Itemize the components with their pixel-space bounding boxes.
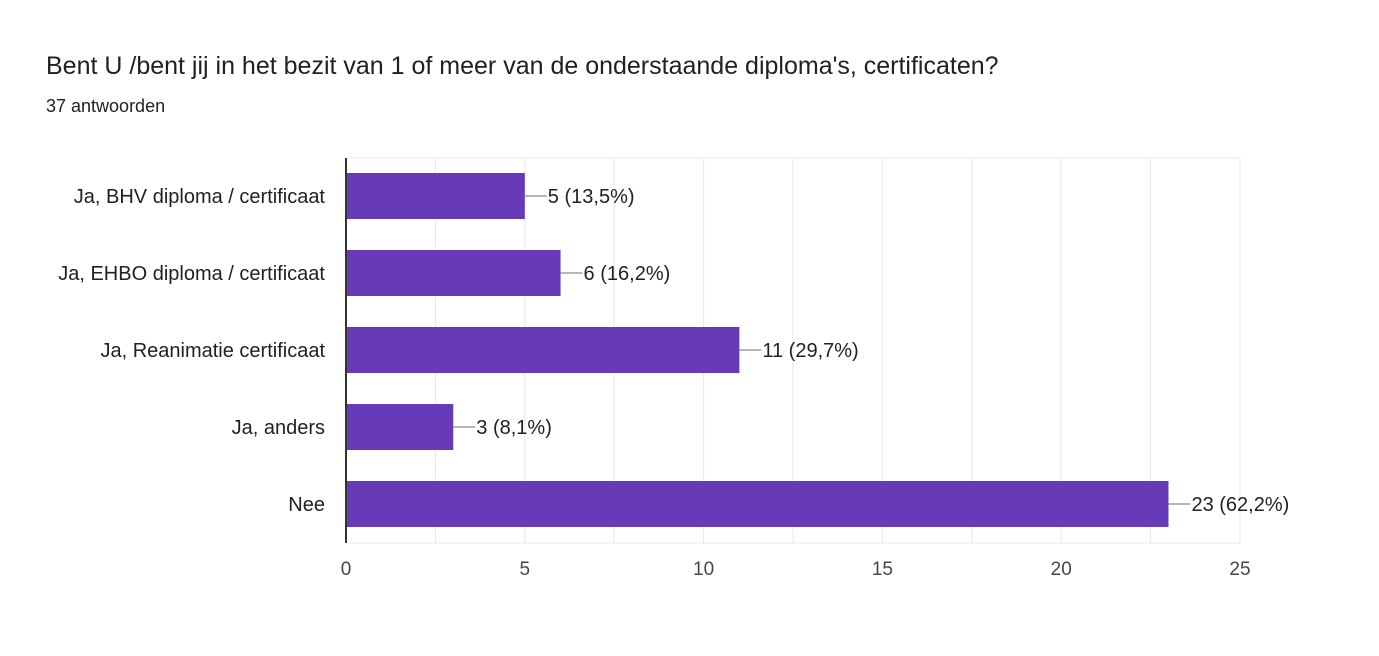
bars	[346, 173, 1169, 527]
category-label: Ja, Reanimatie certificaat	[100, 340, 325, 362]
x-tick-label: 15	[872, 559, 893, 580]
response-count: 37 antwoorden	[46, 96, 166, 116]
bar	[346, 481, 1169, 527]
data-label: 5 (13,5%)	[548, 186, 635, 208]
bar	[346, 173, 525, 219]
data-label: 3 (8,1%)	[476, 417, 552, 439]
x-tick-label: 0	[341, 559, 352, 580]
bar	[346, 404, 454, 450]
category-label: Ja, BHV diploma / certificaat	[74, 186, 326, 208]
category-label: Ja, anders	[232, 417, 325, 439]
data-label: 11 (29,7%)	[762, 340, 858, 362]
bar	[346, 327, 740, 373]
chart-title: Bent U /bent jij in het bezit van 1 of m…	[46, 52, 999, 80]
x-tick-label: 20	[1051, 559, 1072, 580]
category-label: Nee	[288, 494, 325, 516]
labels: Ja, BHV diploma / certificaat 5 (13,5%) Ja…	[58, 186, 1289, 580]
data-label: 6 (16,2%)	[584, 263, 671, 285]
x-tick-label: 10	[693, 559, 714, 580]
category-label: Ja, EHBO diploma / certificaat	[58, 263, 325, 285]
x-tick-label: 25	[1229, 559, 1250, 580]
x-tick-label: 5	[520, 559, 531, 580]
data-label: 23 (62,2%)	[1191, 494, 1289, 516]
bar	[346, 250, 561, 296]
